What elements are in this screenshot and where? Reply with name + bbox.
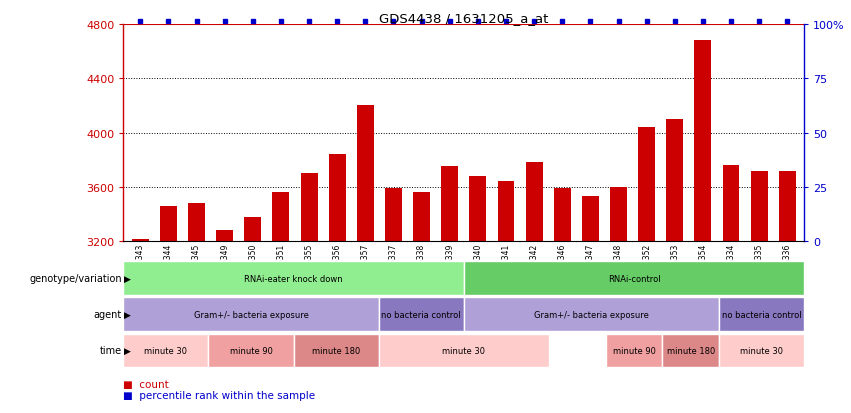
Bar [779,171,796,242]
Text: time: time [100,346,122,356]
Bar [216,231,233,242]
Text: no bacteria control: no bacteria control [722,310,802,319]
Text: genotype/variation: genotype/variation [29,274,122,284]
Bar [498,182,515,242]
Bar [328,155,346,242]
Text: GDS4438 / 1631205_a_at: GDS4438 / 1631205_a_at [379,12,549,25]
Bar [554,189,571,242]
Bar [526,163,543,242]
Bar [582,197,599,242]
Bar [470,177,486,242]
Text: minute 180: minute 180 [666,346,715,355]
Bar [464,262,804,296]
Bar [188,204,205,242]
Bar [208,334,294,368]
Bar [666,120,683,242]
Text: ■  percentile rank within the sample: ■ percentile rank within the sample [123,390,316,400]
Text: minute 30: minute 30 [740,346,783,355]
Text: ■  count: ■ count [123,379,169,389]
Text: minute 30: minute 30 [443,346,485,355]
Bar [294,334,379,368]
Text: Gram+/- bacteria exposure: Gram+/- bacteria exposure [534,310,648,319]
Bar [132,240,149,242]
Bar [638,128,655,242]
Bar [662,334,719,368]
Text: ▶: ▶ [124,310,131,319]
Bar [413,193,430,242]
Text: minute 90: minute 90 [613,346,655,355]
Bar [751,171,768,242]
Bar [606,334,662,368]
Text: minute 90: minute 90 [230,346,272,355]
Text: minute 180: minute 180 [312,346,360,355]
Text: Gram+/- bacteria exposure: Gram+/- bacteria exposure [194,310,308,319]
Bar [160,206,177,242]
Text: RNAi-eater knock down: RNAi-eater knock down [244,274,343,283]
Bar [123,334,208,368]
Bar [272,193,289,242]
Bar [244,217,261,242]
Bar [123,262,464,296]
Bar [379,298,464,332]
Bar [385,189,402,242]
Text: RNAi-control: RNAi-control [608,274,660,283]
Bar [123,298,379,332]
Bar [357,106,374,242]
Text: agent: agent [94,310,122,320]
Bar [464,298,719,332]
Bar [722,166,740,242]
Bar [442,167,458,242]
Bar [719,298,804,332]
Text: ▶: ▶ [124,346,131,355]
Bar [719,334,804,368]
Text: ▶: ▶ [124,274,131,283]
Bar [300,174,317,242]
Bar [379,334,549,368]
Text: no bacteria control: no bacteria control [381,310,461,319]
Bar [694,41,711,242]
Bar [610,188,627,242]
Text: minute 30: minute 30 [145,346,187,355]
